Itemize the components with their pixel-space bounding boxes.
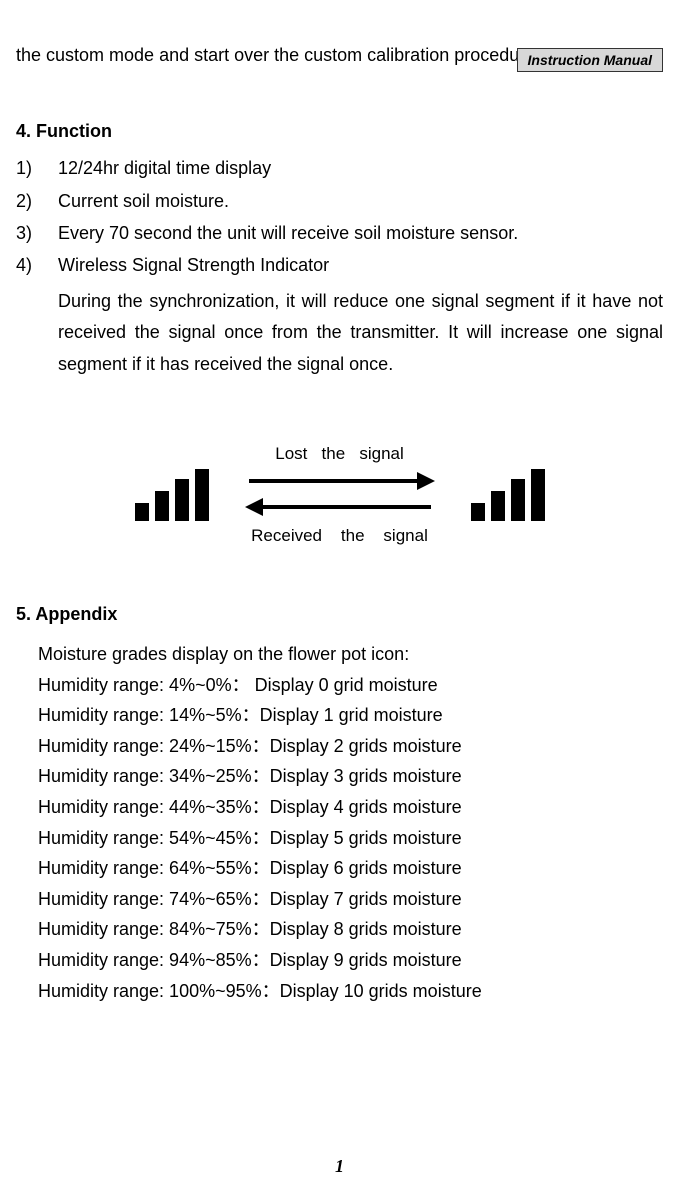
signal-bar: [511, 479, 525, 521]
signal-bar: [155, 491, 169, 521]
page-number: 1: [0, 1156, 679, 1177]
signal-bars-right: [471, 469, 545, 521]
signal-bar: [135, 503, 149, 521]
signal-bars-left: [135, 469, 209, 521]
appendix-intro: Moisture grades display on the flower po…: [38, 639, 663, 670]
signal-bar: [531, 469, 545, 521]
appendix-row: Humidity range: 4%~0%： Display 0 grid mo…: [38, 670, 663, 701]
section-4-heading: 4. Function: [16, 121, 663, 142]
function-item-num: 4): [16, 253, 58, 277]
section-5-heading: 5. Appendix: [16, 604, 663, 625]
function-item-num: 1): [16, 156, 58, 180]
function-item: 1) 12/24hr digital time display: [16, 156, 663, 180]
appendix-row: Humidity range: 64%~55%：Display 6 grids …: [38, 853, 663, 884]
function-item: 3) Every 70 second the unit will receive…: [16, 221, 663, 245]
function-item-4-detail: During the synchronization, it will redu…: [58, 286, 663, 381]
appendix-row: Humidity range: 84%~75%：Display 8 grids …: [38, 914, 663, 945]
function-item-text: Every 70 second the unit will receive so…: [58, 221, 663, 245]
appendix-row: Humidity range: 44%~35%：Display 4 grids …: [38, 792, 663, 823]
appendix-row: Humidity range: 94%~85%：Display 9 grids …: [38, 945, 663, 976]
appendix-row: Humidity range: 100%~95%：Display 10 grid…: [38, 976, 663, 1007]
function-item-num: 2): [16, 189, 58, 213]
received-signal-label: Received the signal: [251, 526, 428, 546]
function-item-num: 3): [16, 221, 58, 245]
appendix-row: Humidity range: 14%~5%：Display 1 grid mo…: [38, 700, 663, 731]
function-item: 4) Wireless Signal Strength Indicator: [16, 253, 663, 277]
appendix-row: Humidity range: 54%~45%：Display 5 grids …: [38, 823, 663, 854]
function-item-text: 12/24hr digital time display: [58, 156, 663, 180]
signal-diagram: Lost the signal Received the signal: [16, 444, 663, 546]
signal-bar: [471, 503, 485, 521]
function-item-text: Current soil moisture.: [58, 189, 663, 213]
header-label: Instruction Manual: [517, 48, 663, 72]
arrow-right-icon: [245, 470, 435, 492]
signal-bar: [491, 491, 505, 521]
signal-bar: [195, 469, 209, 521]
appendix-row: Humidity range: 34%~25%：Display 3 grids …: [38, 761, 663, 792]
signal-bar: [175, 479, 189, 521]
function-item-text: Wireless Signal Strength Indicator: [58, 253, 663, 277]
function-list: 1) 12/24hr digital time display 2) Curre…: [16, 156, 663, 380]
lost-signal-label: Lost the signal: [275, 444, 404, 464]
signal-arrows: Lost the signal Received the signal: [245, 444, 435, 546]
arrow-left-icon: [245, 496, 435, 518]
appendix-block: Moisture grades display on the flower po…: [38, 639, 663, 1006]
function-item: 2) Current soil moisture.: [16, 189, 663, 213]
appendix-row: Humidity range: 24%~15%：Display 2 grids …: [38, 731, 663, 762]
appendix-row: Humidity range: 74%~65%：Display 7 grids …: [38, 884, 663, 915]
